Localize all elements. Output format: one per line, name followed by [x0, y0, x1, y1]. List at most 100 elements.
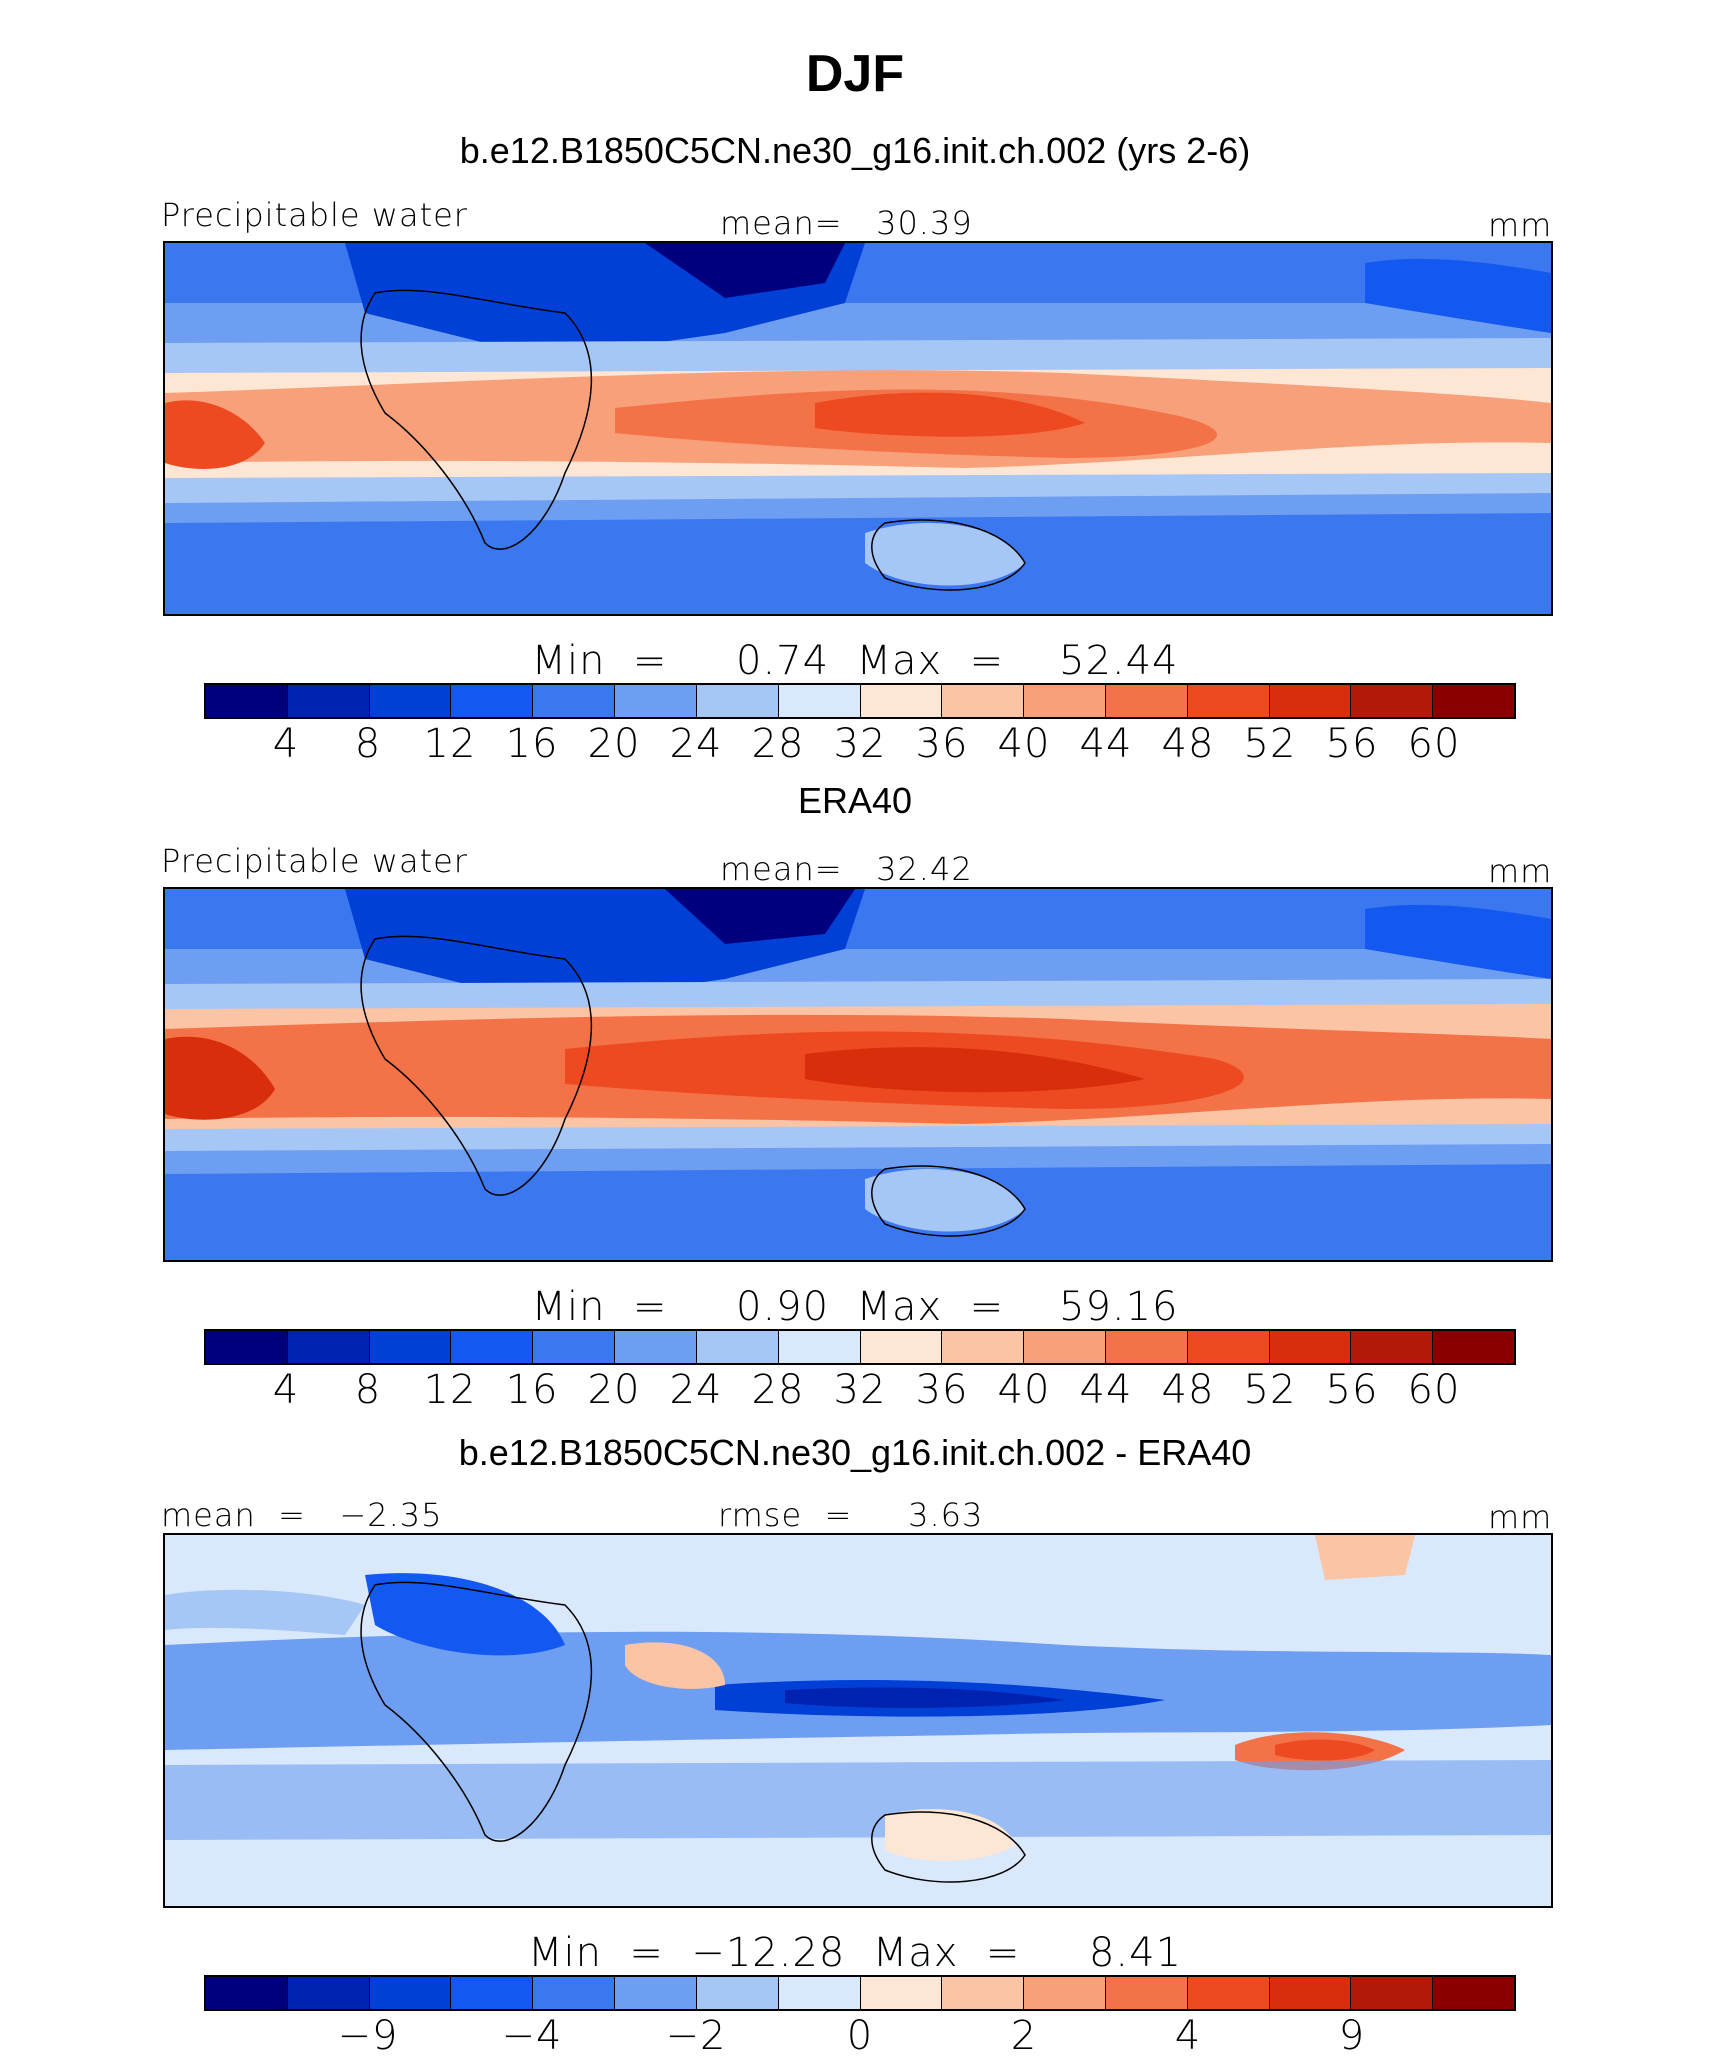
colorbar-tick-label: 4	[272, 721, 300, 767]
colorbar-swatch	[1433, 1331, 1514, 1363]
colorbar-swatch	[1351, 1331, 1434, 1363]
panel-2-map	[163, 887, 1553, 1262]
panel-2-variable-label: Precipitable water	[161, 842, 468, 880]
colorbar-swatch	[696, 1977, 779, 2009]
panel-2-amazon-moist	[165, 1036, 275, 1120]
colorbar-swatch	[1105, 685, 1188, 717]
panel-1-africa-coastline	[360, 289, 592, 550]
colorbar-tick-label: 24	[669, 1367, 723, 1413]
colorbar-tick-label: 20	[587, 1367, 641, 1413]
colorbar-swatch	[287, 1977, 370, 2009]
colorbar-swatch	[287, 685, 370, 717]
colorbar-swatch	[778, 1331, 861, 1363]
colorbar-tick-label: 28	[751, 721, 805, 767]
colorbar-swatch	[615, 1331, 697, 1363]
figure-title: DJF	[805, 45, 905, 103]
panel-2-africa-coastline	[360, 935, 592, 1196]
panel-3-north-america-wet-bias	[1315, 1535, 1415, 1580]
panel-1-south-band	[165, 513, 1551, 614]
colorbar-swatch	[1024, 1977, 1106, 2009]
panel-2-contour-plot	[165, 889, 1551, 1260]
panel-3-pacific-wet-bias-core	[1275, 1739, 1375, 1761]
colorbar-swatch	[369, 1977, 452, 2009]
panel-3-min-max: Min = −12.28 Max = 8.41	[527, 1930, 1183, 1976]
colorbar-tick-label: 12	[423, 721, 477, 767]
panel-3-indian-wet-bias	[625, 1642, 725, 1689]
colorbar-tick-label: 4	[1174, 2013, 1202, 2059]
colorbar-tick-label: 48	[1161, 1367, 1215, 1413]
panel-1-mean-label: mean= 30.39	[720, 204, 973, 242]
colorbar-swatch	[451, 685, 534, 717]
colorbar-swatch	[860, 1331, 943, 1363]
colorbar-tick-label: 32	[833, 1367, 887, 1413]
panel-3-map	[163, 1533, 1553, 1908]
colorbar-tick-label: 56	[1325, 721, 1379, 767]
colorbar-swatch	[1105, 1977, 1188, 2009]
panel-3-colorbar	[204, 1975, 1516, 2011]
colorbar-swatch	[1269, 685, 1352, 717]
colorbar-tick-label: 40	[997, 721, 1051, 767]
panel-1-min-max: Min = 0.74 Max = 52.44	[531, 638, 1179, 684]
colorbar-tick-label: 52	[1243, 721, 1297, 767]
panel-3-contour-plot	[165, 1535, 1551, 1906]
panel-1-colorbar	[204, 683, 1516, 719]
colorbar-tick-label: 60	[1407, 721, 1461, 767]
colorbar-swatch	[369, 685, 452, 717]
colorbar-tick-label: 60	[1407, 1367, 1461, 1413]
colorbar-tick-label: 28	[751, 1367, 805, 1413]
colorbar-swatch	[1187, 1331, 1270, 1363]
colorbar-swatch	[533, 685, 616, 717]
colorbar-swatch	[451, 1331, 534, 1363]
colorbar-tick-label: 36	[915, 721, 969, 767]
colorbar-tick-label: 9	[1338, 2013, 1366, 2059]
colorbar-swatch	[1351, 1977, 1434, 2009]
panel-3-africa-coastline	[360, 1581, 592, 1842]
panel-1-contour-plot	[165, 243, 1551, 614]
colorbar-tick-label: 56	[1325, 1367, 1379, 1413]
colorbar-swatch	[1105, 1331, 1188, 1363]
colorbar-swatch	[696, 1331, 779, 1363]
colorbar-tick-label: 0	[846, 2013, 874, 2059]
colorbar-swatch	[1433, 1977, 1514, 2009]
panel-1-australia	[865, 523, 1025, 586]
colorbar-swatch	[942, 1331, 1025, 1363]
colorbar-swatch	[615, 685, 697, 717]
panel-2-colorbar	[204, 1329, 1516, 1365]
colorbar-tick-label: 44	[1079, 1367, 1133, 1413]
colorbar-swatch	[1024, 685, 1106, 717]
colorbar-tick-label: −9	[337, 2013, 399, 2059]
colorbar-swatch	[942, 1977, 1025, 2009]
panel-1-north-america	[1365, 258, 1551, 333]
colorbar-swatch	[287, 1331, 370, 1363]
colorbar-tick-label: 44	[1079, 721, 1133, 767]
panel-3-warm-pool-bias-core	[785, 1687, 1065, 1708]
colorbar-swatch	[778, 685, 861, 717]
panel-3-atlantic-bias	[165, 1589, 365, 1635]
panel-3-mean-label: mean = −2.35	[161, 1496, 443, 1534]
panel-1-asia-dry-core	[645, 243, 845, 298]
panel-2-australia-coastline	[871, 1165, 1026, 1237]
colorbar-tick-label: 8	[354, 721, 382, 767]
colorbar-tick-label: 32	[833, 721, 887, 767]
colorbar-swatch	[1024, 1331, 1106, 1363]
panel-3-rmse-label: rmse = 3.63	[718, 1496, 984, 1534]
panel-1-australia-coastline	[871, 519, 1026, 591]
colorbar-swatch	[451, 1977, 534, 2009]
panel-2-min-max: Min = 0.90 Max = 59.16	[531, 1284, 1179, 1330]
panel-2-asia-dry-core	[665, 889, 855, 944]
colorbar-tick-label: 40	[997, 1367, 1051, 1413]
colorbar-swatch	[1269, 1977, 1352, 2009]
panel-1-amazon-moist	[165, 400, 265, 469]
colorbar-tick-label: 24	[669, 721, 723, 767]
panel-2-north-america	[1365, 904, 1551, 979]
colorbar-tick-label: 16	[505, 721, 559, 767]
colorbar-swatch	[369, 1331, 452, 1363]
panel-1-map	[163, 241, 1553, 616]
colorbar-swatch	[696, 685, 779, 717]
panel-3-title: b.e12.B1850C5CN.ne30_g16.init.ch.002 - E…	[458, 1432, 1252, 1473]
colorbar-tick-label: 2	[1010, 2013, 1038, 2059]
colorbar-tick-label: 16	[505, 1367, 559, 1413]
colorbar-tick-label: −2	[665, 2013, 727, 2059]
panel-2-mean-label: mean= 32.42	[720, 850, 973, 888]
colorbar-swatch	[1351, 685, 1434, 717]
